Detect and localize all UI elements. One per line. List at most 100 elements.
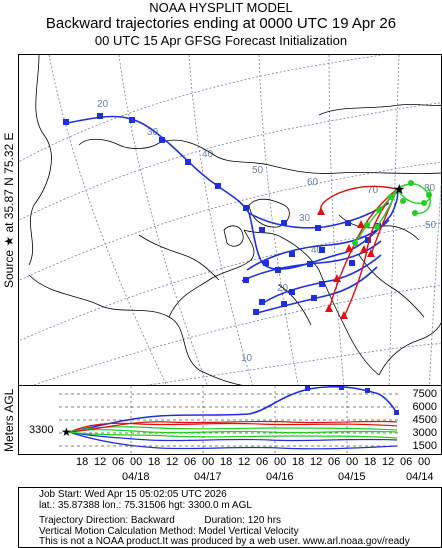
height-tick: 6000	[412, 401, 437, 413]
trajectory-map[interactable]: 20 30 40 50 60 70 80 50 40 30 20 10	[18, 54, 442, 386]
green-marker	[364, 222, 370, 228]
date-label: 04/18	[122, 471, 150, 483]
blue-marker	[289, 289, 295, 295]
blue-marker	[63, 119, 69, 125]
lat-lon-grid	[19, 55, 441, 385]
blue-marker	[315, 225, 321, 231]
hour-label: 06	[184, 456, 197, 468]
trajectory-title: Backward trajectories ending at 0000 UTC…	[45, 15, 397, 32]
green-marker	[352, 240, 358, 246]
blue-markers	[63, 113, 381, 315]
meters-agl-label: Meters AGL	[2, 388, 16, 452]
blue-marker	[259, 227, 265, 233]
grid-label-60: 60	[307, 177, 319, 188]
blue-marker	[243, 205, 249, 211]
blue-trajectories	[66, 115, 399, 314]
hour-label: 00	[346, 456, 359, 468]
hour-label: 18	[148, 456, 161, 468]
job-info-box: Job Start: Wed Apr 15 05:02:05 UTC 2026 …	[18, 487, 442, 548]
blue-marker	[259, 299, 265, 305]
grid-label-lat-30: 30	[299, 213, 311, 224]
blue-marker	[263, 260, 269, 266]
green-marker	[374, 224, 380, 230]
red-marker	[345, 244, 353, 252]
height-marker	[394, 410, 399, 415]
hour-label: 06	[328, 456, 341, 468]
date-label: 04/14	[406, 471, 434, 483]
red-marker	[333, 274, 341, 282]
green-marker	[426, 192, 432, 198]
grid-label-80: 80	[424, 183, 436, 194]
height-daylines	[130, 386, 348, 454]
hour-label: 00	[418, 456, 431, 468]
grid-label-lat-20: 20	[277, 283, 289, 294]
height-gridlines	[59, 393, 399, 447]
hour-label: 06	[112, 456, 125, 468]
blue-marker	[365, 237, 371, 243]
hour-label: 18	[220, 456, 233, 468]
red-marker	[325, 304, 333, 312]
green-markers	[352, 180, 432, 246]
green-marker	[421, 200, 427, 206]
blue-marker	[289, 251, 295, 257]
blue-marker	[345, 220, 351, 226]
blue-marker	[307, 261, 313, 267]
hour-label: 18	[364, 456, 377, 468]
blue-marker	[275, 267, 281, 273]
height-marker	[339, 386, 344, 390]
height-profile-panel[interactable]: ★	[18, 385, 442, 455]
blue-marker	[185, 159, 191, 165]
model-title: NOAA HYSPLIT MODEL	[149, 0, 293, 15]
vertical-motion-text: Vertical Motion Calculation Method: Mode…	[39, 525, 299, 537]
blue-marker	[243, 277, 249, 283]
hour-label: 12	[238, 456, 251, 468]
hour-label: 00	[130, 456, 143, 468]
date-label: 04/15	[338, 471, 366, 483]
duration-text: Duration: 120 hrs	[204, 515, 282, 526]
hour-label: 12	[94, 456, 107, 468]
height-marker	[365, 388, 370, 393]
height-tick: 1500	[412, 440, 437, 452]
source-location-label: Source ★ at 35.87 N 75.32 E	[2, 132, 16, 288]
red-marker	[340, 311, 348, 319]
blue-marker	[281, 220, 287, 226]
red-marker	[317, 207, 325, 215]
time-axis: 18 12 06 00 18 12 06 00 18 12 06 00 18 1…	[18, 454, 442, 488]
height-tick: 4500	[412, 414, 437, 426]
green-marker	[408, 180, 414, 186]
height-tick: 7500	[412, 388, 437, 400]
green-marker	[388, 194, 394, 200]
green-marker	[412, 210, 418, 216]
hour-label: 00	[202, 456, 215, 468]
direction-text: Trajectory Direction: Backward	[39, 515, 175, 526]
blue-marker	[281, 301, 287, 307]
forecast-subtitle: 00 UTC 15 Apr GFSG Forecast Initializati…	[94, 33, 348, 48]
disclaimer-text: This is not a NOAA product.It was produc…	[39, 536, 410, 547]
blue-marker	[159, 137, 165, 143]
red-marker	[357, 220, 365, 228]
height-marker	[305, 386, 310, 391]
grid-label-50: 50	[252, 165, 264, 176]
job-start-text: Job Start: Wed Apr 15 05:02:05 UTC 2026	[39, 489, 227, 500]
grid-label-70: 70	[367, 185, 379, 196]
hour-label: 12	[166, 456, 179, 468]
date-label: 04/16	[266, 471, 294, 483]
blue-marker	[97, 113, 103, 119]
hour-label: 12	[382, 456, 395, 468]
grid-label-lat-40: 40	[311, 245, 323, 256]
red-marker	[360, 245, 368, 253]
grid-label-30: 30	[147, 127, 159, 138]
source-star-icon: ★	[393, 181, 406, 197]
height-blue-high-markers	[305, 386, 399, 415]
blue-marker	[319, 247, 325, 253]
blue-marker	[311, 295, 317, 301]
hour-label: 06	[400, 456, 413, 468]
grid-label-lat-50: 50	[425, 220, 437, 231]
date-label: 04/17	[194, 471, 222, 483]
location-text: lat.: 35.87388 lon.: 75.31506 hgt: 3300.…	[39, 499, 252, 511]
blue-marker	[349, 260, 355, 266]
blue-marker	[319, 281, 325, 287]
start-height-label: 3300	[29, 424, 54, 436]
hour-label: 18	[76, 456, 89, 468]
height-source-star-icon: ★	[61, 425, 72, 439]
